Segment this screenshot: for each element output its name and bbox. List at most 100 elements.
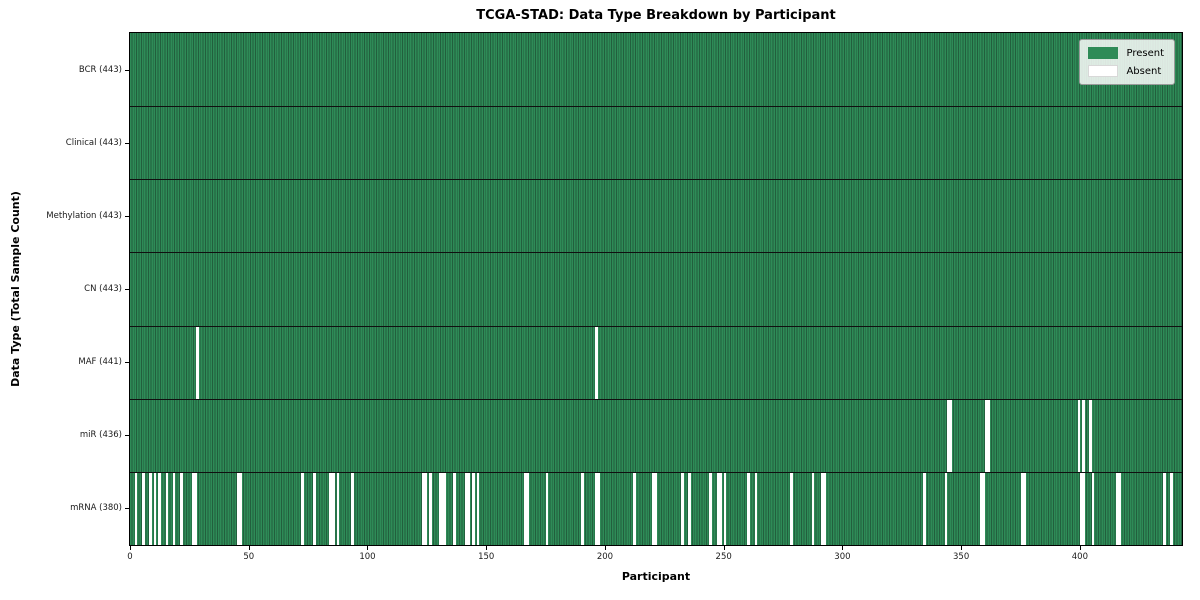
y-tick-mark (125, 435, 129, 437)
legend-present-swatch (1088, 47, 1119, 59)
absent-stripe (716, 471, 720, 545)
row-MAF (130, 325, 1182, 399)
x-axis-label: Participant (621, 570, 691, 583)
x-tick-mark (961, 546, 963, 550)
absent-stripe (946, 398, 950, 472)
absent-stripe (718, 471, 722, 545)
absent-stripe (709, 471, 713, 545)
x-tick-mark (723, 546, 725, 550)
absent-stripe (438, 471, 442, 545)
row-separator (130, 471, 1182, 473)
absent-stripe (526, 471, 530, 545)
absent-stripe (191, 471, 195, 545)
absent-stripe (350, 471, 354, 545)
x-tick-mark (1079, 546, 1081, 550)
plot-area: Present Absent (129, 32, 1183, 546)
row-miR (130, 398, 1182, 472)
absent-stripe (443, 471, 447, 545)
row-BCR (130, 33, 1182, 107)
absent-stripe (1115, 471, 1119, 545)
absent-stripe (652, 471, 656, 545)
absent-stripe (331, 471, 335, 545)
absent-stripe (196, 325, 200, 399)
absent-stripe (1079, 471, 1083, 545)
absent-stripe (1089, 398, 1093, 472)
absent-stripe (1082, 471, 1085, 545)
absent-stripe (158, 471, 162, 545)
absent-stripe (811, 471, 815, 545)
absent-stripe (821, 471, 824, 545)
x-tick-label: 350 (953, 552, 970, 562)
absent-stripe (1022, 471, 1026, 545)
legend-absent-swatch (1088, 65, 1119, 77)
absent-stripe (790, 471, 793, 545)
absent-stripe (723, 471, 727, 545)
absent-stripe (654, 471, 658, 545)
chart-title: TCGA-STAD: Data Type Breakdown by Partic… (476, 8, 836, 23)
legend-absent-label: Absent (1126, 65, 1162, 77)
x-tick-label: 100 (359, 552, 376, 562)
absent-stripe (1077, 398, 1081, 472)
absent-stripe (595, 471, 599, 545)
absent-stripe (1117, 471, 1121, 545)
absent-stripe (467, 471, 470, 545)
absent-stripe (165, 471, 169, 545)
y-tick-label: CN (443) (84, 284, 122, 294)
x-tick-label: 150 (478, 552, 495, 562)
absent-stripe (688, 471, 691, 545)
y-tick-mark (125, 215, 129, 217)
row-separator (130, 106, 1182, 108)
absent-stripe (944, 471, 948, 545)
x-tick-label: 400 (1071, 552, 1088, 562)
absent-stripe (476, 471, 480, 545)
x-tick-label: 300 (834, 552, 851, 562)
absent-stripe (1020, 471, 1024, 545)
absent-stripe (422, 471, 425, 545)
row-separator (130, 252, 1182, 254)
y-tick-label: mRNA (380) (70, 503, 122, 514)
absent-stripe (336, 471, 340, 545)
absent-stripe (597, 471, 601, 545)
x-tick-mark (130, 546, 131, 550)
y-tick-mark (125, 69, 129, 71)
row-separator (130, 179, 1182, 181)
absent-stripe (524, 471, 527, 545)
y-tick-label: miR (436) (79, 430, 122, 441)
y-tick-mark (125, 362, 129, 364)
x-tick-label: 200 (596, 552, 614, 562)
absent-stripe (329, 471, 333, 545)
absent-stripe (949, 398, 952, 472)
absent-stripe (595, 325, 599, 399)
absent-stripe (300, 471, 304, 545)
x-tick-label: 250 (715, 552, 732, 562)
row-CN (130, 252, 1182, 326)
x-tick-mark (248, 546, 250, 550)
absent-stripe (464, 471, 468, 545)
y-tick-mark (125, 508, 129, 510)
row-Clinical (130, 106, 1182, 180)
row-Methylation (130, 179, 1182, 253)
absent-stripe (452, 471, 456, 545)
absent-stripe (754, 471, 758, 545)
absent-stripe (148, 471, 152, 545)
absent-stripe (1163, 471, 1166, 545)
absent-stripe (239, 471, 242, 545)
absent-stripe (153, 471, 157, 545)
x-tick-mark (367, 546, 369, 550)
absent-stripe (823, 471, 827, 545)
x-tick-label: 50 (243, 552, 255, 562)
y-tick-label: Clinical (443) (65, 137, 122, 148)
absent-stripe (172, 471, 176, 545)
absent-stripe (179, 471, 183, 545)
absent-stripe (1091, 471, 1095, 545)
legend-entry-absent: Absent (1088, 65, 1164, 77)
absent-stripe (680, 471, 684, 545)
legend-present-label: Present (1126, 47, 1164, 59)
absent-stripe (633, 471, 637, 545)
y-tick-label: MAF (441) (78, 357, 122, 368)
absent-stripe (1082, 398, 1085, 472)
y-tick-mark (125, 142, 129, 144)
absent-stripe (982, 471, 986, 545)
absent-stripe (1170, 471, 1173, 545)
